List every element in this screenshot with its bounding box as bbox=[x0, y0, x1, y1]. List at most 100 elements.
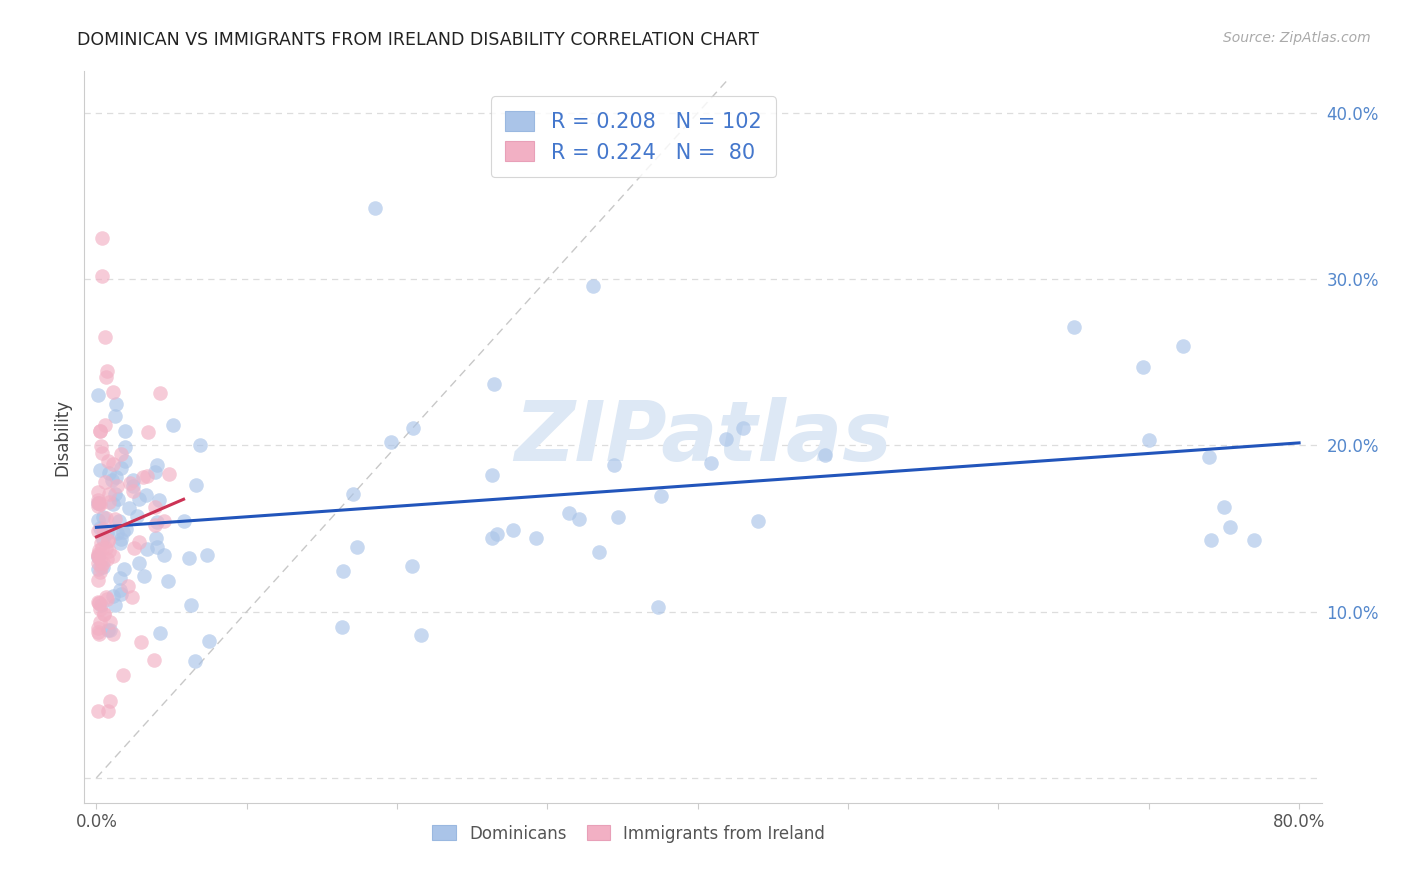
Point bbox=[101, 457, 124, 471]
Point bbox=[332, 564, 354, 578]
Point bbox=[87, 574, 110, 588]
Point bbox=[97, 466, 120, 480]
Point bbox=[122, 473, 145, 487]
Point bbox=[91, 268, 114, 283]
Point bbox=[145, 515, 167, 529]
Point bbox=[87, 556, 110, 570]
Point bbox=[481, 468, 503, 483]
Point bbox=[110, 587, 132, 601]
Point bbox=[485, 527, 508, 541]
Point bbox=[93, 560, 115, 574]
Point bbox=[143, 517, 166, 532]
Point bbox=[152, 514, 174, 528]
Point bbox=[363, 201, 385, 215]
Point bbox=[125, 509, 148, 524]
Point bbox=[89, 521, 111, 535]
Point bbox=[409, 628, 432, 642]
Point bbox=[143, 465, 166, 479]
Point bbox=[1198, 450, 1220, 464]
Point bbox=[117, 501, 139, 516]
Point bbox=[87, 622, 110, 636]
Point bbox=[98, 494, 121, 508]
Point bbox=[111, 524, 134, 539]
Point bbox=[100, 473, 122, 487]
Point bbox=[89, 615, 111, 630]
Point bbox=[153, 549, 176, 563]
Point bbox=[89, 596, 111, 610]
Point bbox=[1063, 320, 1085, 334]
Point bbox=[93, 417, 115, 432]
Point bbox=[89, 565, 111, 579]
Point bbox=[568, 511, 591, 525]
Point bbox=[131, 634, 153, 648]
Point bbox=[157, 467, 180, 482]
Point bbox=[87, 595, 110, 609]
Point bbox=[128, 557, 150, 571]
Point bbox=[87, 549, 110, 563]
Point bbox=[104, 397, 127, 411]
Point bbox=[96, 363, 118, 377]
Point bbox=[145, 458, 167, 473]
Point bbox=[136, 425, 159, 439]
Point bbox=[93, 475, 115, 490]
Point bbox=[402, 420, 425, 434]
Point bbox=[91, 446, 114, 460]
Point bbox=[101, 497, 124, 511]
Point bbox=[87, 485, 110, 500]
Point bbox=[104, 470, 127, 484]
Point bbox=[1219, 520, 1241, 534]
Point bbox=[145, 540, 167, 554]
Point bbox=[114, 440, 136, 454]
Point bbox=[112, 562, 135, 576]
Point bbox=[94, 369, 117, 384]
Point bbox=[1171, 338, 1194, 352]
Point bbox=[90, 541, 112, 555]
Point bbox=[91, 557, 114, 571]
Point bbox=[108, 536, 131, 550]
Point bbox=[98, 694, 121, 708]
Point bbox=[121, 590, 143, 604]
Point bbox=[89, 542, 111, 557]
Point bbox=[87, 549, 110, 564]
Point bbox=[98, 624, 121, 638]
Point bbox=[647, 600, 669, 615]
Point bbox=[502, 523, 524, 537]
Point bbox=[104, 409, 127, 423]
Point bbox=[136, 468, 159, 483]
Point bbox=[107, 491, 129, 506]
Point bbox=[89, 425, 111, 439]
Point bbox=[87, 550, 110, 565]
Point bbox=[97, 544, 120, 558]
Point bbox=[173, 514, 195, 528]
Point bbox=[120, 476, 142, 491]
Point bbox=[87, 496, 110, 510]
Point bbox=[93, 607, 115, 621]
Point bbox=[558, 506, 581, 520]
Point bbox=[90, 536, 112, 550]
Point bbox=[110, 532, 132, 546]
Point bbox=[482, 377, 505, 392]
Point bbox=[101, 627, 124, 641]
Point bbox=[112, 667, 135, 681]
Point bbox=[94, 590, 117, 604]
Point bbox=[104, 487, 127, 501]
Point bbox=[134, 568, 156, 582]
Point bbox=[186, 478, 208, 492]
Point bbox=[96, 591, 118, 606]
Point bbox=[97, 624, 120, 638]
Point bbox=[90, 439, 112, 453]
Point bbox=[581, 278, 603, 293]
Point bbox=[105, 479, 128, 493]
Point bbox=[108, 582, 131, 597]
Point bbox=[87, 495, 110, 509]
Point bbox=[606, 510, 628, 524]
Point bbox=[87, 562, 110, 576]
Point bbox=[101, 549, 124, 563]
Point bbox=[89, 463, 111, 477]
Point bbox=[142, 653, 165, 667]
Point bbox=[177, 551, 200, 566]
Y-axis label: Disability: Disability bbox=[53, 399, 72, 475]
Point bbox=[98, 615, 121, 629]
Point bbox=[813, 448, 835, 462]
Point bbox=[197, 633, 219, 648]
